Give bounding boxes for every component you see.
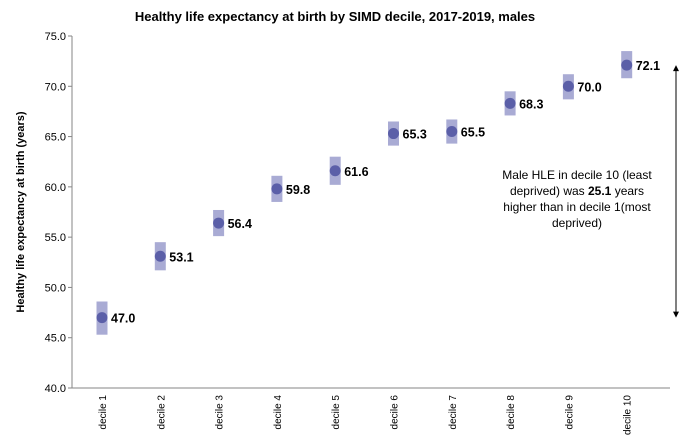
x-tick-label: decile 7 xyxy=(448,395,459,430)
y-tick-label: 40.0 xyxy=(45,383,66,395)
annotation-line-1: Male HLE in decile 10 (least xyxy=(502,168,652,182)
x-tick-label: decile 5 xyxy=(331,395,342,430)
y-tick-label: 55.0 xyxy=(45,232,66,244)
x-tick-label: decile 4 xyxy=(273,395,284,430)
y-axis: 40.0 45.0 50.0 55.0 60.0 65.0 70.0 75.0 xyxy=(45,31,73,395)
x-tick-label: decile 10 xyxy=(623,395,634,435)
y-tick-label: 45.0 xyxy=(45,333,66,345)
difference-arrow xyxy=(673,65,679,318)
data-label: 72.1 xyxy=(636,59,660,73)
x-tick-label: decile 2 xyxy=(156,395,167,430)
annotation-line-2-post: years xyxy=(611,184,644,198)
x-axis: decile 1 decile 2 decile 3 decile 4 decile 5… xyxy=(72,387,670,435)
data-point xyxy=(154,250,166,262)
data-point xyxy=(96,312,108,324)
y-axis-label: Healthy life expectancy at birth (years) xyxy=(15,111,27,312)
data-label: 68.3 xyxy=(519,97,543,111)
data-point xyxy=(213,217,225,229)
x-tick-label: decile 3 xyxy=(215,395,226,430)
data-label: 56.4 xyxy=(228,217,252,231)
annotation-line-2-pre: deprived) was xyxy=(510,184,588,198)
data-label: 61.6 xyxy=(344,165,368,179)
plot-area: 47.0 53.1 56.4 59.8 61.6 65.3 65.5 68.3 70.0 72.1 xyxy=(96,51,660,335)
data-point xyxy=(329,165,341,177)
arrow-head-down xyxy=(673,311,679,318)
data-label: 53.1 xyxy=(169,250,193,264)
annotation-line-2: deprived) was 25.1 years xyxy=(510,184,644,198)
data-label: 70.0 xyxy=(577,80,601,94)
data-point xyxy=(388,128,399,140)
data-label: 59.8 xyxy=(286,183,310,197)
data-label: 65.5 xyxy=(461,126,485,140)
annotation-line-3: higher than in decile 1(most xyxy=(503,200,651,214)
y-tick-label: 70.0 xyxy=(45,81,66,93)
x-tick-label: decile 1 xyxy=(98,395,109,430)
x-tick-label: decile 8 xyxy=(506,395,517,430)
chart-title: Healthy life expectancy at birth by SIMD… xyxy=(135,9,535,24)
y-tick-label: 65.0 xyxy=(45,132,66,144)
x-tick-label: decile 6 xyxy=(390,395,401,430)
y-tick-label: 75.0 xyxy=(45,31,66,43)
data-point xyxy=(271,183,283,195)
data-point xyxy=(562,80,574,92)
arrow-head-up xyxy=(673,65,679,72)
data-label: 65.3 xyxy=(403,128,427,142)
annotation-line-4: deprived) xyxy=(552,216,602,230)
y-tick-label: 50.0 xyxy=(45,282,66,294)
annotation: Male HLE in decile 10 (least deprived) w… xyxy=(502,168,652,230)
y-tick-label: 60.0 xyxy=(45,182,66,194)
annotation-highlight-value: 25.1 xyxy=(588,184,612,198)
data-label: 47.0 xyxy=(111,312,135,326)
data-point xyxy=(446,126,458,138)
x-tick-label: decile 9 xyxy=(564,395,575,430)
data-point xyxy=(621,59,633,71)
data-point xyxy=(504,97,516,109)
